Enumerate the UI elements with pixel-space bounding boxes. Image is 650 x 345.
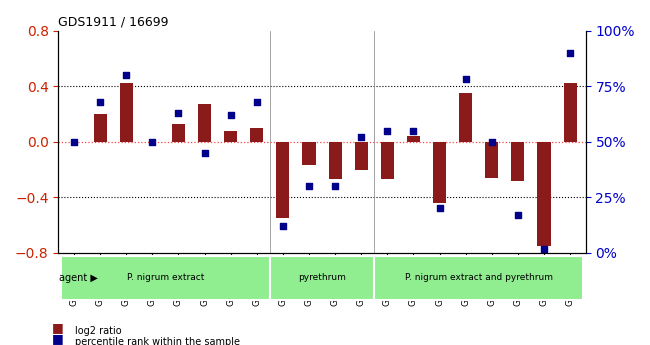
Text: log2 ratio: log2 ratio	[75, 326, 122, 336]
Point	[174, 110, 184, 116]
Point	[565, 50, 575, 56]
Point	[69, 139, 79, 145]
Point	[304, 184, 314, 189]
Bar	[407, 136, 420, 142]
Bar	[302, 142, 315, 165]
FancyBboxPatch shape	[374, 256, 583, 300]
Bar	[329, 142, 342, 179]
Bar	[224, 131, 237, 142]
Text: pyrethrum: pyrethrum	[298, 273, 346, 282]
Point	[513, 213, 523, 218]
Point	[252, 99, 262, 105]
Bar	[433, 142, 446, 203]
Point	[408, 128, 419, 134]
Bar	[198, 104, 211, 142]
Bar	[120, 83, 133, 142]
Bar	[538, 142, 551, 246]
Bar	[486, 142, 499, 178]
Point	[487, 139, 497, 145]
Point	[434, 206, 445, 211]
Point	[460, 77, 471, 82]
Text: ■: ■	[52, 321, 64, 334]
Bar	[381, 142, 394, 179]
FancyBboxPatch shape	[270, 256, 374, 300]
Bar	[564, 83, 577, 142]
Point	[200, 150, 210, 156]
Text: P. nigrum extract: P. nigrum extract	[127, 273, 204, 282]
Text: P. nigrum extract and pyrethrum: P. nigrum extract and pyrethrum	[405, 273, 552, 282]
Point	[226, 112, 236, 118]
Text: percentile rank within the sample: percentile rank within the sample	[75, 337, 240, 345]
Text: ■: ■	[52, 332, 64, 345]
Bar	[94, 114, 107, 142]
Bar	[172, 124, 185, 142]
Point	[147, 139, 157, 145]
Bar	[512, 142, 525, 181]
Bar	[250, 128, 263, 142]
Point	[95, 99, 105, 105]
Bar	[276, 142, 289, 218]
Text: agent ▶: agent ▶	[59, 273, 98, 283]
Text: GDS1911 / 16699: GDS1911 / 16699	[58, 15, 169, 28]
Point	[356, 135, 367, 140]
Bar	[355, 142, 368, 169]
Point	[278, 224, 288, 229]
Bar	[459, 93, 472, 142]
Point	[382, 128, 393, 134]
Point	[539, 246, 549, 251]
Point	[330, 184, 341, 189]
Point	[121, 72, 131, 78]
FancyBboxPatch shape	[61, 256, 270, 300]
